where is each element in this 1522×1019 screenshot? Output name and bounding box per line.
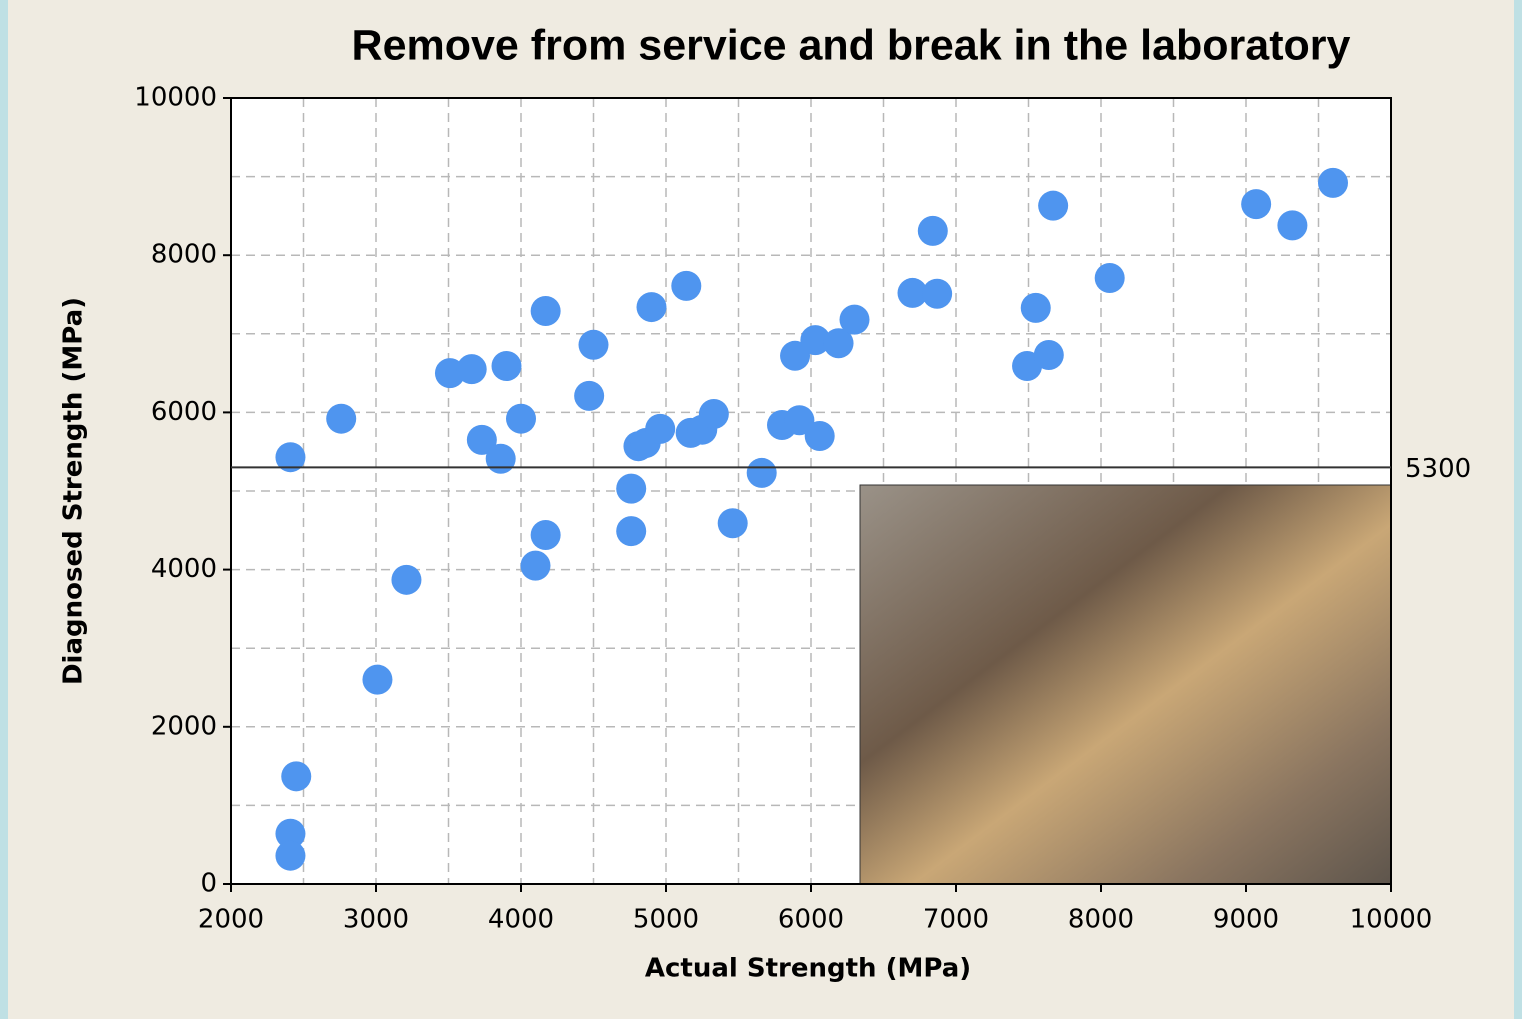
x-tick-label: 3000 bbox=[343, 905, 409, 935]
point bbox=[574, 380, 605, 411]
inset-photo bbox=[859, 484, 1392, 885]
side-strip bbox=[0, 0, 8, 1019]
point bbox=[804, 420, 835, 451]
x-tick-label: 5000 bbox=[633, 905, 699, 935]
point bbox=[485, 443, 516, 474]
point bbox=[281, 761, 312, 792]
x-tick-label: 4000 bbox=[488, 905, 554, 935]
y-axis-label: Diagnosed Strength (MPa) bbox=[59, 297, 89, 685]
point bbox=[362, 664, 393, 695]
point bbox=[391, 564, 422, 595]
point bbox=[717, 508, 748, 539]
x-tick-label: 7000 bbox=[923, 905, 989, 935]
point bbox=[698, 398, 729, 429]
point bbox=[636, 292, 667, 323]
point bbox=[520, 550, 551, 581]
side-strip bbox=[1514, 0, 1522, 1019]
point bbox=[275, 442, 306, 473]
point bbox=[1020, 292, 1051, 323]
point bbox=[800, 325, 831, 356]
y-tick-label: 0 bbox=[200, 869, 217, 899]
y-tick-label: 2000 bbox=[151, 711, 217, 741]
marks bbox=[275, 167, 1348, 871]
point bbox=[1033, 340, 1064, 371]
point bbox=[1094, 262, 1125, 293]
y-tick-label: 6000 bbox=[151, 397, 217, 427]
point bbox=[1241, 189, 1272, 220]
point bbox=[491, 351, 522, 382]
point bbox=[922, 278, 953, 309]
point bbox=[645, 413, 676, 444]
point bbox=[671, 270, 702, 301]
point bbox=[326, 403, 357, 434]
point bbox=[530, 520, 561, 551]
point bbox=[275, 840, 306, 871]
x-tick-label: 10000 bbox=[1350, 905, 1433, 935]
point bbox=[616, 473, 647, 504]
y-tick-label: 4000 bbox=[151, 554, 217, 584]
x-tick-label: 2000 bbox=[198, 905, 264, 935]
point bbox=[616, 516, 647, 547]
point bbox=[1318, 167, 1348, 198]
point bbox=[275, 818, 306, 849]
point bbox=[839, 304, 870, 335]
x-tick-label: 9000 bbox=[1213, 905, 1279, 935]
point bbox=[506, 403, 536, 434]
point bbox=[530, 296, 561, 327]
point bbox=[466, 424, 497, 455]
point bbox=[456, 354, 487, 385]
point bbox=[823, 328, 854, 359]
x-tick-label: 6000 bbox=[778, 905, 844, 935]
x-tick-label: 8000 bbox=[1068, 905, 1134, 935]
x-axis-label: Actual Strength (MPa) bbox=[645, 954, 971, 984]
y-tick-label: 10000 bbox=[134, 83, 217, 113]
point bbox=[1277, 210, 1308, 241]
y-tick-label: 8000 bbox=[151, 240, 217, 270]
point bbox=[578, 329, 609, 360]
point bbox=[784, 405, 815, 436]
point bbox=[780, 340, 811, 371]
chart-title: Remove from service and break in the lab… bbox=[352, 21, 1351, 69]
point bbox=[897, 277, 928, 308]
point bbox=[917, 215, 948, 246]
point bbox=[1038, 190, 1069, 221]
point bbox=[746, 457, 777, 488]
reference-label: 5300 bbox=[1405, 454, 1471, 484]
